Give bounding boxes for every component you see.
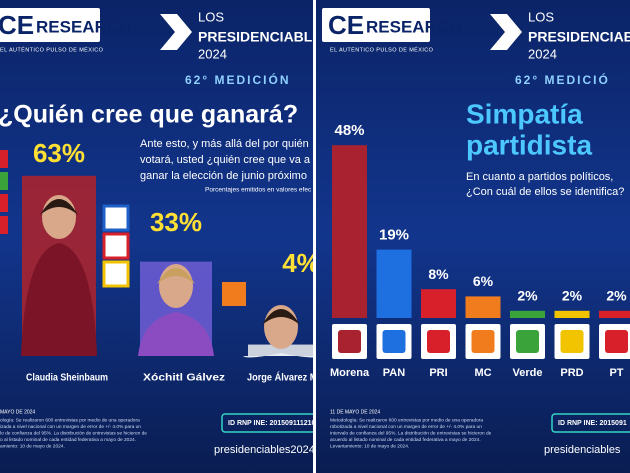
chevron-logo: [490, 14, 522, 50]
edition: 62° MEDICIÓN: [185, 72, 290, 87]
los: LOS: [528, 9, 554, 24]
site: presidenciables: [544, 444, 621, 456]
party-logo: [0, 216, 8, 234]
id-box: [221, 413, 313, 433]
methodology: intervalo de confianza del 95%. La distr…: [330, 430, 492, 436]
presidenciables: PRESIDENCIABLE: [528, 29, 630, 45]
bar: [248, 344, 313, 356]
methodology: o al listado nominal de cada entidad fed…: [0, 437, 136, 443]
bar: [465, 296, 501, 318]
party-logo-mark: [427, 330, 450, 353]
value-label: 19%: [379, 227, 409, 244]
category-label: Morena: [330, 367, 370, 379]
methodology: robotizada a nivel nacional con un marge…: [330, 424, 482, 430]
year: 2024: [198, 46, 227, 61]
note: Porcentajes emitidos en valores efec: [205, 187, 312, 194]
methodology: Levantamiento: 10 de mayo de 2024.: [330, 443, 409, 449]
bar: [376, 249, 412, 318]
methodology: acuerdo al listado nominal de cada entid…: [330, 437, 481, 443]
bar: [421, 289, 456, 318]
value-label: 2%: [517, 288, 538, 304]
divider: [313, 0, 316, 473]
category-label: PAN: [383, 367, 405, 379]
brand-ce: CE: [328, 10, 364, 40]
portrait-hair: [40, 199, 78, 215]
party-logo: [102, 232, 130, 260]
chevron-logo: [160, 14, 192, 50]
portrait-body: [21, 243, 97, 356]
portrait-body: [138, 312, 214, 356]
chart-title: ¿Quién cree que ganará?: [0, 101, 298, 129]
portrait-hair: [157, 268, 195, 284]
tagline: EL AUTÉNTICO PULSO DE MÉXICO: [0, 46, 104, 53]
chart-title: Simpatía: [466, 98, 583, 129]
category-label: MC: [474, 367, 491, 379]
value-label: 63%: [33, 138, 85, 168]
presidenciables: PRESIDENCIABLES: [198, 29, 331, 45]
category-label: PRD: [560, 367, 583, 379]
subtitle: Ante esto, y más allá del por quién: [140, 138, 309, 150]
category-label: Claudia Sheinbaum: [26, 373, 108, 384]
los: LOS: [198, 9, 224, 24]
panel: CE RESEARCH EL AUTÉNTICO PULSO DE MÉXICO LO…: [0, 0, 343, 473]
bar: [332, 145, 367, 318]
party-logo: [102, 260, 130, 288]
bar: [510, 310, 545, 318]
methodology: lo de confianza del 95%. La distribución…: [0, 430, 147, 436]
subtitle: ¿Con cuál de ellos se identifica?: [466, 186, 624, 198]
methodology: izada a nivel nacional con un margen de …: [0, 424, 141, 430]
methodology: Metodología: Se realizaron 600 entrevist…: [330, 417, 483, 423]
category-label: PT: [609, 367, 623, 379]
party-logo: [102, 204, 130, 232]
party-logo: [222, 282, 246, 306]
value-label: 6%: [473, 273, 494, 289]
id-box: [551, 413, 630, 433]
party-logo-mark: [382, 330, 406, 353]
edition: 62° MEDICIÓ: [515, 72, 610, 87]
bar: [554, 310, 590, 318]
party-logo-mark: [338, 330, 361, 353]
methodology: ología: Se realizaron 600 entrevistas po…: [0, 417, 140, 423]
subtitle: ganar la elección de junio próximo: [140, 170, 307, 182]
value-label: 4%: [282, 248, 320, 278]
party-logo: [0, 150, 8, 168]
value-label: 8%: [428, 266, 449, 282]
site: presidenciables2024.c: [214, 444, 324, 456]
value-label: 2%: [562, 288, 583, 304]
chart-title: partidista: [466, 129, 592, 160]
category-label: PRI: [429, 367, 447, 379]
brand-research: RESEARCH: [36, 17, 131, 36]
bar: [599, 310, 630, 318]
panel-bg: [316, 0, 630, 473]
category-label: Jorge Álvarez Máynez: [247, 371, 343, 384]
value-label: 2%: [606, 288, 627, 304]
logo-box: [322, 8, 430, 42]
tagline: EL AUTÉNTICO PULSO DE MÉXICO: [330, 46, 434, 53]
party-logo-mark: [471, 330, 495, 353]
party-logo: [0, 194, 8, 212]
rnp-id: ID RNP INE: 2015091: [558, 420, 627, 427]
brand-research: RESEARCH: [366, 17, 461, 36]
rnp-id: ID RNP INE: 201509111210: [228, 420, 316, 427]
logo-box: [0, 8, 100, 42]
party-logo: [0, 172, 8, 190]
panel: CE RESEARCH EL AUTÉNTICO PULSO DE MÉXICO LO…: [316, 0, 630, 473]
year: 2024: [528, 46, 557, 61]
party-logo-mark: [516, 330, 539, 353]
subtitle: votará, usted ¿quién cree que va a: [140, 154, 311, 166]
category-label: Verde: [513, 367, 543, 379]
party-logo-mark: [605, 330, 628, 353]
footer-date: 11 DE MAYO DE 2024: [330, 409, 380, 415]
portrait-hair: [262, 309, 300, 325]
footer-date: MAYO DE 2024: [0, 409, 35, 415]
value-label: 48%: [334, 122, 364, 139]
portrait-body: [243, 353, 313, 358]
methodology: amiento: 10 de mayo de 2024.: [0, 443, 65, 449]
subtitle: En cuanto a partidos políticos,: [466, 171, 613, 183]
category-label: Xóchitl Gálvez: [143, 373, 225, 384]
party-logo-mark: [560, 330, 584, 353]
brand-ce: CE: [0, 10, 34, 40]
value-label: 33%: [150, 207, 202, 237]
